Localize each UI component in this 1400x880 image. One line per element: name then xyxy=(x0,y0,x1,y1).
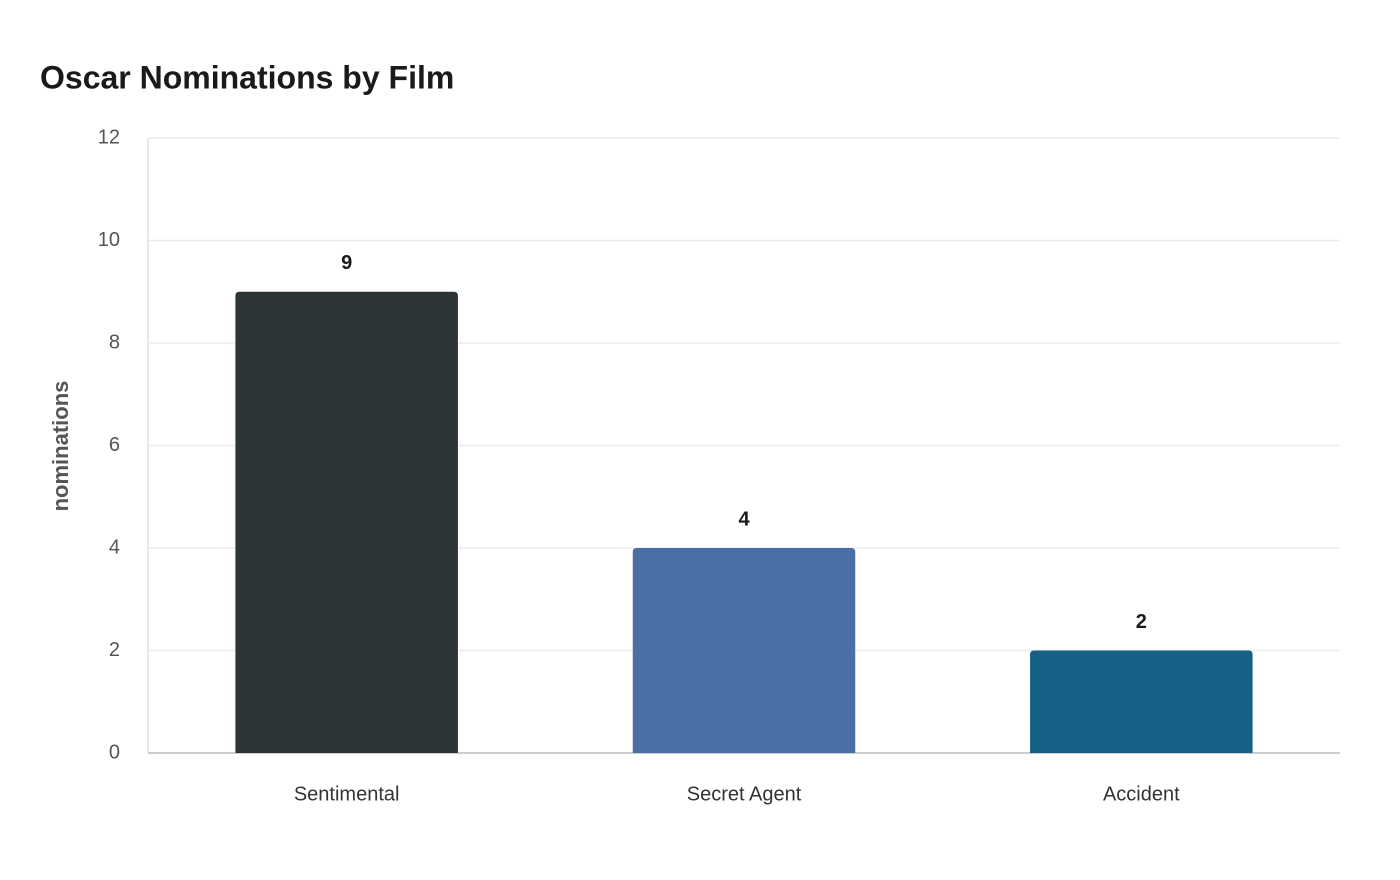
value-label: 9 xyxy=(341,252,352,274)
y-tick-label: 6 xyxy=(109,434,120,456)
value-label: 4 xyxy=(738,508,750,530)
x-tick-label: Accident xyxy=(1103,783,1180,805)
x-tick-label: Sentimental xyxy=(294,783,400,805)
value-label: 2 xyxy=(1136,611,1147,633)
y-axis-label: nominations xyxy=(48,381,73,512)
y-tick-label: 2 xyxy=(109,639,120,661)
bar xyxy=(632,548,856,753)
bar xyxy=(235,291,458,753)
y-tick-label: 8 xyxy=(109,331,120,353)
y-tick-label: 10 xyxy=(98,229,120,251)
y-tick-label: 4 xyxy=(109,536,120,558)
chart-title: Oscar Nominations by Film xyxy=(40,59,454,95)
y-tick-label: 0 xyxy=(109,741,120,763)
y-tick-label: 12 xyxy=(98,126,120,148)
x-tick-label: Secret Agent xyxy=(687,783,802,805)
bar xyxy=(1030,650,1253,753)
